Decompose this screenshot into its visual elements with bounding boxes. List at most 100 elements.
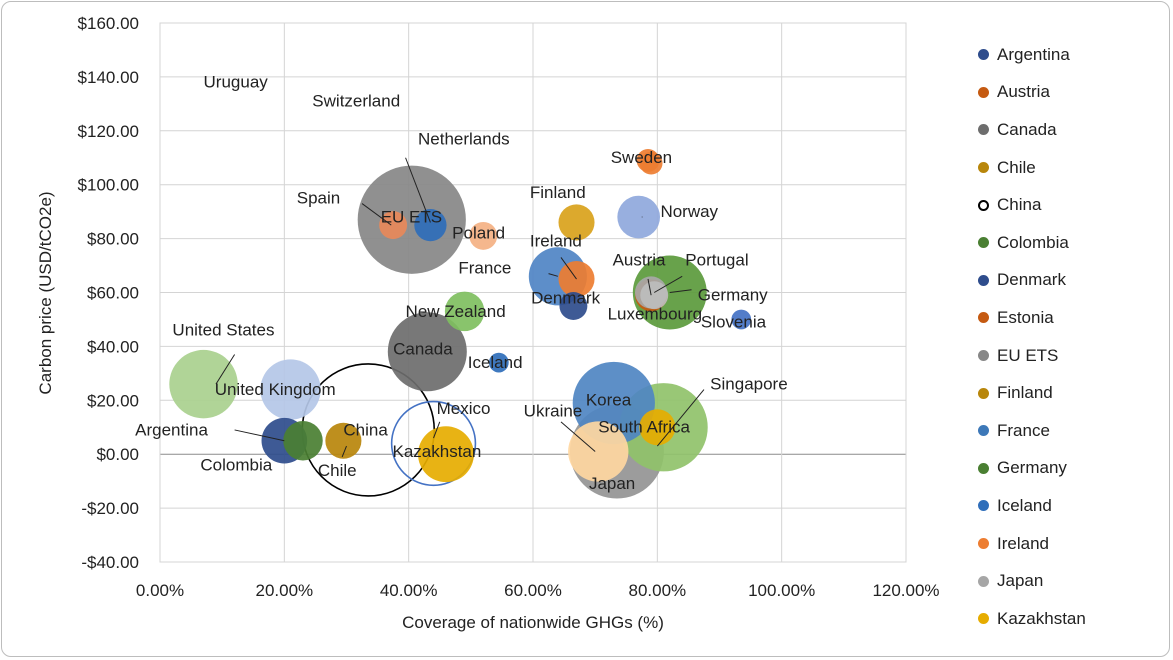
bubble-spain — [379, 211, 408, 240]
data-label: United States — [172, 321, 274, 340]
data-label: South Africa — [598, 418, 690, 437]
data-label: Poland — [452, 224, 505, 243]
data-label: Austria — [613, 251, 666, 270]
legend-item: Canada — [978, 111, 1163, 149]
plot-area — [159, 22, 907, 563]
data-label: Mexico — [437, 399, 491, 418]
bubble-colombia — [283, 420, 323, 461]
legend-marker-icon — [978, 350, 989, 362]
legend-item: France — [978, 412, 1163, 450]
legend-marker-icon — [978, 462, 989, 474]
leader-lines — [215, 157, 705, 458]
leader-line — [560, 421, 596, 452]
x-tick-label: 120.00% — [872, 581, 939, 600]
bubble-poland — [469, 221, 498, 250]
legend-marker-icon — [978, 274, 989, 286]
legend-label: France — [997, 420, 1050, 440]
bubble-kazakhstan — [418, 426, 474, 483]
y-tick-label: -$20.00 — [81, 499, 139, 518]
x-tick-label: 40.00% — [380, 581, 438, 600]
data-label: Luxembourg — [608, 304, 703, 323]
legend-item: Argentina — [978, 36, 1163, 74]
data-label: Colombia — [200, 455, 272, 474]
data-label: Slovenia — [701, 313, 767, 332]
legend-label: Japan — [997, 571, 1044, 591]
bubble-iceland — [488, 352, 509, 373]
legend-item: EU ETS — [978, 337, 1163, 375]
leader-line — [433, 421, 441, 439]
y-tick-label: $0.00 — [96, 445, 139, 464]
data-labels: Uruguay Switzerland Netherlands Sweden Finla… — [135, 73, 788, 494]
data-label: Finland — [530, 183, 586, 202]
y-tick-label: $40.00 — [87, 337, 139, 356]
legend-item: Germany — [978, 450, 1163, 488]
legend-marker-icon — [978, 49, 989, 61]
legend-item: China — [978, 186, 1163, 224]
y-tick-label: $60.00 — [87, 284, 139, 303]
legend-marker-icon — [978, 387, 989, 399]
bubble-denmark — [559, 292, 588, 320]
x-axis-label: Coverage of nationwide GHGs (%) — [402, 613, 664, 632]
legend-label: Colombia — [997, 232, 1069, 252]
data-label: Argentina — [135, 420, 208, 439]
legend-label: Austria — [997, 82, 1050, 102]
data-label: Canada — [393, 339, 453, 358]
x-tick-label: 20.00% — [255, 581, 313, 600]
x-tick-label: 80.00% — [628, 581, 686, 600]
data-label: Spain — [297, 189, 340, 208]
legend-item: Finland — [978, 374, 1163, 412]
legend-label: Argentina — [997, 44, 1070, 64]
bubble-switzerland — [298, 109, 315, 126]
legend-label: Chile — [997, 157, 1036, 177]
bubble-uruguay — [207, 76, 225, 94]
leader-line — [234, 429, 285, 442]
legend-marker-icon — [978, 237, 989, 249]
bubble-united-kingdom — [260, 359, 321, 420]
data-label: Sweden — [611, 148, 672, 167]
leader-line — [215, 354, 236, 385]
y-tick-label: $120.00 — [78, 122, 139, 141]
legend-marker-icon — [978, 613, 989, 625]
data-label: New Zealand — [406, 302, 506, 321]
legend-marker-icon — [978, 124, 989, 136]
leader-line — [548, 273, 559, 277]
tick-labels: -$40.00 -$20.00 $0.00 $20.00 $40.00 $60.00 $80… — [78, 14, 940, 600]
bubble-ukraine — [568, 421, 629, 482]
legend-item: Ireland — [978, 525, 1163, 563]
legend-item: Colombia — [978, 224, 1163, 262]
y-tick-label: $20.00 — [87, 391, 139, 410]
legend-item: Denmark — [978, 262, 1163, 300]
y-tick-label: -$40.00 — [81, 553, 139, 572]
y-axis-label: Carbon price (USD/tCO2e) — [36, 191, 55, 394]
x-tick-label: 0.00% — [136, 581, 184, 600]
data-label: Denmark — [531, 288, 600, 307]
legend-label: EU ETS — [997, 345, 1059, 365]
leader-line — [405, 157, 431, 223]
grid — [159, 22, 907, 563]
leader-line — [653, 275, 683, 293]
y-tick-label: $140.00 — [78, 68, 139, 87]
legend: Argentina Austria Canada Chile China Colombia… — [978, 36, 1163, 638]
legend-item: Iceland — [978, 487, 1163, 525]
x-tick-label: 100.00% — [748, 581, 815, 600]
y-tick-label: $100.00 — [78, 176, 139, 195]
bubble-slovenia — [731, 309, 752, 330]
leader-line — [669, 289, 692, 293]
legend-item: Estonia — [978, 299, 1163, 337]
legend-label: Kazakhstan — [997, 608, 1086, 628]
legend-marker-icon — [978, 500, 989, 512]
y-tick-label: $80.00 — [87, 230, 139, 249]
data-label: Iceland — [468, 353, 523, 372]
legend-marker-icon — [978, 86, 989, 98]
legend-marker-icon — [978, 162, 989, 174]
data-label: France — [458, 259, 511, 278]
data-label: Kazakhstan — [393, 442, 482, 461]
leader-line — [647, 278, 652, 296]
leader-line — [656, 389, 705, 447]
bubble-eu-ets — [357, 165, 466, 274]
bubble-finland — [558, 204, 595, 241]
data-label: Netherlands — [418, 129, 510, 148]
legend-item: Japan — [978, 562, 1163, 600]
bubble-chile — [325, 422, 362, 459]
